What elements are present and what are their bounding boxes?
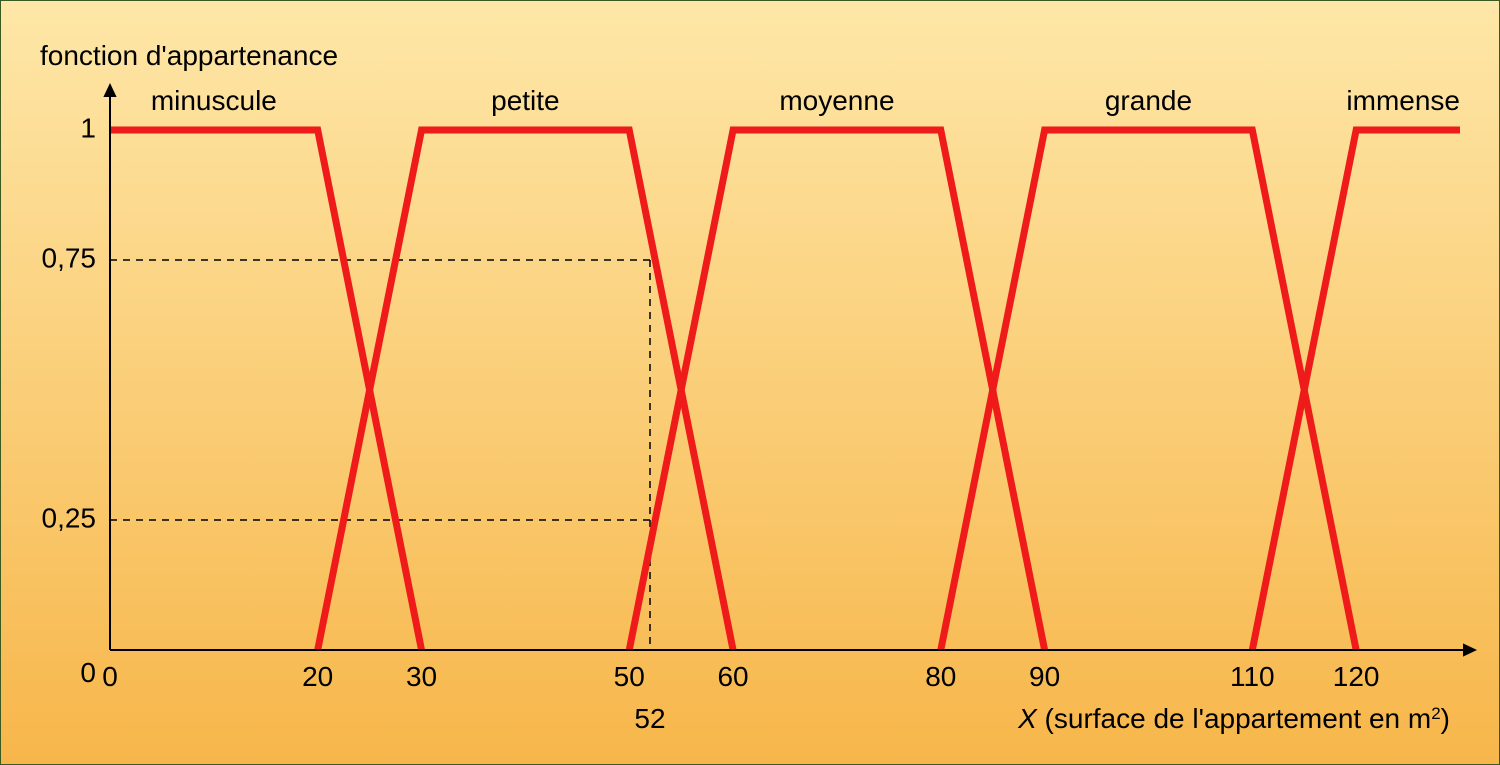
category-label: immense <box>1346 85 1460 116</box>
x-tick-label: 0 <box>102 661 118 692</box>
chart-frame: 00,250,7510203050608090110120minusculepe… <box>0 0 1500 765</box>
category-label: moyenne <box>779 85 894 116</box>
x-axis-title: X (surface de l'appartement en m2) <box>1017 703 1450 734</box>
x-tick-label: 20 <box>302 661 333 692</box>
category-label: grande <box>1105 85 1192 116</box>
x-tick-label: 50 <box>614 661 645 692</box>
category-label: petite <box>491 85 560 116</box>
fuzzy-membership-chart: 00,250,7510203050608090110120minusculepe… <box>0 0 1500 765</box>
marker-label: 52 <box>634 703 665 734</box>
x-tick-label: 110 <box>1230 661 1275 692</box>
x-tick-label: 60 <box>717 661 748 692</box>
y-axis-title: fonction d'appartenance <box>40 40 338 71</box>
x-tick-label: 120 <box>1333 661 1380 692</box>
x-tick-label: 80 <box>925 661 956 692</box>
y-tick-label: 0 <box>80 657 96 688</box>
category-label: minuscule <box>151 85 277 116</box>
y-tick-label: 0,25 <box>42 502 97 533</box>
y-tick-label: 0,75 <box>42 242 97 273</box>
x-tick-label: 30 <box>406 661 437 692</box>
x-tick-label: 90 <box>1029 661 1060 692</box>
y-tick-label: 1 <box>80 112 96 143</box>
